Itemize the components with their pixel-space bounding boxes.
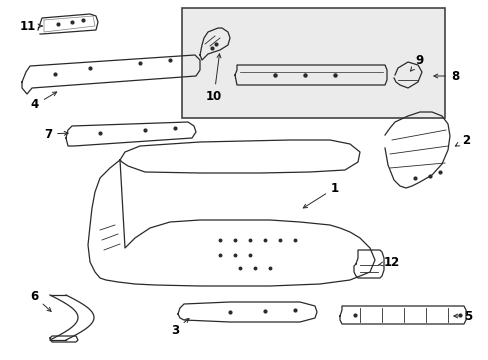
Text: 3: 3 [171, 319, 189, 337]
Text: 4: 4 [31, 92, 57, 112]
Bar [182, 8, 444, 118]
Text: 8: 8 [433, 69, 458, 82]
Text: 1: 1 [303, 181, 338, 208]
Text: 7: 7 [44, 127, 68, 140]
Text: 9: 9 [409, 54, 423, 71]
Text: 12: 12 [378, 256, 399, 269]
Text: 5: 5 [453, 310, 471, 323]
Text: 10: 10 [205, 54, 222, 103]
Text: 11: 11 [20, 19, 42, 32]
Text: 6: 6 [30, 289, 51, 311]
Text: 2: 2 [454, 134, 469, 147]
